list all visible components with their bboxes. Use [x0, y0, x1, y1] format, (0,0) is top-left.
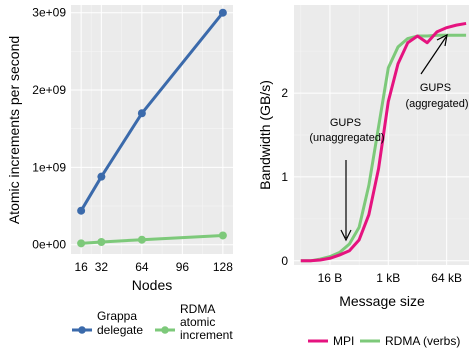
svg-text:GUPS (unaggregated): GUPS (unaggregated) [309, 117, 384, 144]
data-point-grappa [137, 109, 146, 118]
left-chart: 0e+00 1e+09 2e+09 3e+09 16 32 64 96 128 Nodes A… [6, 5, 233, 342]
left-plot-panel [71, 5, 233, 254]
left-y-axis-title: Atomic increments per second [6, 36, 22, 224]
right-y-tick-label: 0 [281, 254, 288, 268]
series-line-mpi [300, 21, 467, 263]
legend-label-rdma-atomic-line3: increment [180, 328, 233, 342]
annotation-aggregated-line1: GUPS [420, 82, 451, 94]
left-series [77, 8, 227, 248]
right-chart: 0 1 2 16 B 1 kB 64 kB GUPS (unaggregated) GU… [257, 5, 469, 348]
annotation-aggregated: GUPS (aggregated) [406, 33, 469, 110]
legend-label-rdma-verbs: RDMA (verbs) [385, 334, 460, 348]
annotation-unaggregated: GUPS (unaggregated) [309, 117, 385, 242]
left-x-tick-label: 32 [95, 260, 109, 274]
data-point-rdma-atomic [218, 231, 227, 240]
left-y-tick-label: 1e+09 [32, 160, 66, 174]
data-point-grappa [97, 172, 106, 181]
series-line-rdma-atomic [81, 233, 223, 245]
right-y-tick-labels: 0 1 2 [281, 86, 288, 268]
left-x-tick-labels: 16 32 64 96 128 [74, 260, 233, 274]
right-x-tick-labels: 16 B 1 kB 64 kB [318, 271, 462, 285]
left-x-tick-label: 96 [176, 260, 190, 274]
legend-label-rdma-atomic-line2: atomic [180, 315, 215, 329]
annotation-aggregated-arrowhead [436, 33, 448, 47]
left-legend: Grappa delegate RDMA atomic increment [72, 302, 233, 342]
series-line-grappa [79, 11, 225, 212]
right-y-tick-label: 1 [281, 170, 288, 184]
data-point-grappa [218, 8, 227, 17]
right-series [300, 21, 467, 263]
annotation-unaggregated-arrowhead [340, 229, 352, 242]
right-x-tick-label: 64 kB [431, 271, 462, 285]
legend-key-point-rdma-atomic [161, 326, 169, 334]
left-x-tick-label: 64 [135, 260, 149, 274]
annotation-unaggregated-line1: GUPS [330, 117, 361, 129]
data-point-rdma-atomic [77, 239, 86, 248]
left-x-axis-title: Nodes [132, 277, 172, 293]
annotation-unaggregated-line2: (unaggregated) [309, 132, 384, 144]
left-gridlines [71, 5, 233, 254]
right-x-axis-title: Message size [339, 293, 425, 309]
left-y-tick-labels: 0e+00 1e+09 2e+09 3e+09 [32, 6, 66, 252]
left-y-tick-label: 3e+09 [32, 6, 66, 20]
svg-text:Grappa delegate: Grappa delegate [97, 309, 143, 337]
left-x-tick-label: 128 [213, 260, 233, 274]
right-legend: MPI RDMA (verbs) [308, 334, 460, 348]
data-point-rdma-atomic [137, 235, 146, 244]
legend-label-mpi: MPI [333, 334, 354, 348]
legend-label-grappa-line2: delegate [97, 323, 143, 337]
right-y-tick-label: 2 [281, 86, 288, 100]
data-point-grappa [77, 206, 86, 215]
right-y-axis-title: Bandwidth (GB/s) [257, 80, 273, 190]
annotation-aggregated-line2: (aggregated) [406, 98, 469, 110]
data-point-rdma-atomic [97, 238, 106, 247]
svg-text:GUPS (aggregated): GUPS (aggregated) [406, 82, 469, 110]
legend-label-grappa-line1: Grappa [97, 309, 137, 323]
right-x-tick-label: 16 B [318, 271, 343, 285]
left-x-tick-label: 16 [74, 260, 88, 274]
annotation-aggregated-arrow [420, 36, 447, 75]
legend-label-rdma-atomic-line1: RDMA [180, 302, 215, 316]
left-y-tick-label: 2e+09 [32, 83, 66, 97]
left-y-tick-label: 0e+00 [32, 238, 66, 252]
right-x-tick-label: 1 kB [376, 271, 400, 285]
series-line-rdma-verbs [300, 33, 467, 263]
svg-text:RDMA atomic in: RDMA atomic increment [180, 302, 233, 342]
legend-key-point-grappa [78, 326, 86, 334]
